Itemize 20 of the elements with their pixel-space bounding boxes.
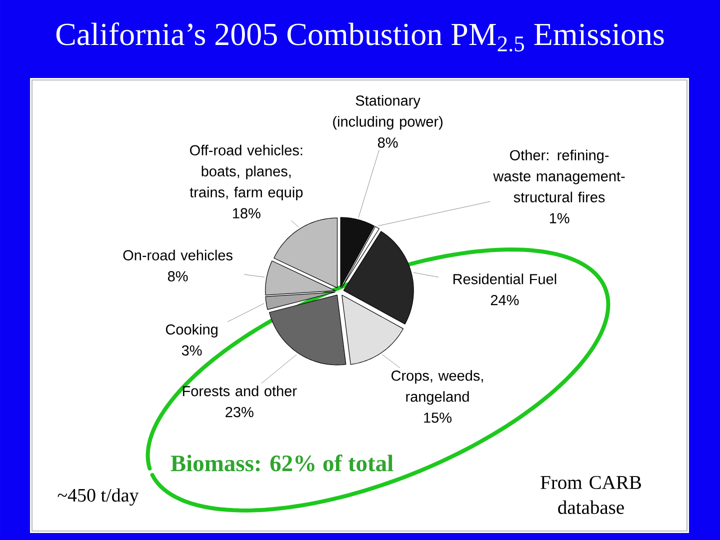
data-label: 8% — [378, 137, 398, 148]
slice-label: Stationary (including power) — [333, 95, 442, 130]
slice-label: Other: refining-waste management-structural fires — [493, 150, 625, 202]
slice-label: On-road vehicles — [123, 250, 232, 260]
slice-label: Forests and other — [182, 386, 297, 396]
data-label: 15% — [424, 412, 452, 423]
data-label: 18% — [233, 208, 260, 218]
text: Biomass: 62% of total — [170, 454, 394, 472]
data-label: 1% — [550, 213, 570, 224]
data-label: 3% — [182, 345, 202, 356]
text: From CARB database — [540, 476, 641, 514]
data-label: 24% — [490, 294, 519, 306]
slice-label: Off-road vehicles: boats, planes, trains, farm equip — [190, 144, 303, 200]
data-label: 23% — [226, 406, 254, 418]
text: ~450 t/day — [58, 488, 139, 506]
data-label: 8% — [168, 271, 188, 282]
slice-label: Cooking — [166, 324, 218, 338]
slice-label: Crops, weeds, rangeland — [392, 370, 483, 405]
slice-label: Residential Fuel — [454, 274, 556, 284]
chart-title: California’s 2005 Combustion PM$_{2.5}$ Emissions — [56, 22, 664, 52]
